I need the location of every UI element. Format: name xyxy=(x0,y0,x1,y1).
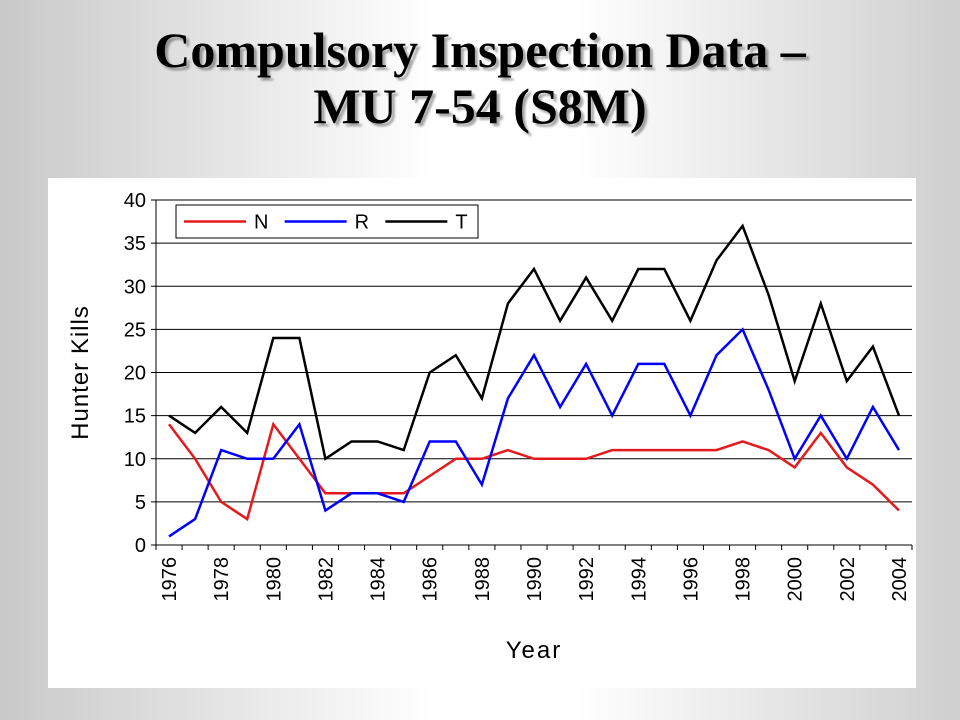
y-tick-label: 0 xyxy=(135,535,146,557)
x-tick-label: 2002 xyxy=(837,557,859,602)
x-tick-label: 1994 xyxy=(628,557,650,602)
x-tick-label: 2000 xyxy=(785,557,807,602)
chart-panel: 0 5 10 15 20 25 30 35 40 1976 1978 1980 1982 1984 1986… xyxy=(48,178,916,688)
legend-label-N: N xyxy=(254,212,268,234)
x-tick-label: 1978 xyxy=(211,557,233,602)
line-chart: 0 5 10 15 20 25 30 35 40 1976 1978 1980 1982 1984 1986… xyxy=(67,190,913,664)
y-tick-label: 15 xyxy=(124,406,146,428)
slide-title: Compulsory Inspection Data – MU 7-54 (S8… xyxy=(0,22,960,134)
y-tick-label: 35 xyxy=(124,233,146,255)
series-line-R xyxy=(168,327,901,538)
x-axis-title: Year xyxy=(506,637,563,664)
x-tick-label: 1980 xyxy=(263,557,285,602)
y-tick-label: 25 xyxy=(124,319,146,341)
x-tick-label: 1998 xyxy=(733,557,755,602)
y-tick-label: 30 xyxy=(124,276,146,298)
y-tick-label: 20 xyxy=(124,363,146,385)
slide-title-line-1: Compulsory Inspection Data – xyxy=(154,22,806,78)
y-tick-label: 10 xyxy=(124,449,146,471)
x-tick-label: 1996 xyxy=(680,557,702,602)
x-tick-label: 2004 xyxy=(889,557,911,602)
slide-title-line-2: MU 7-54 (S8M) xyxy=(313,78,647,134)
x-tick-label: 1976 xyxy=(159,557,181,602)
y-tick-label: 40 xyxy=(124,190,146,212)
legend-label-T: T xyxy=(455,212,467,234)
x-tick-label: 1992 xyxy=(576,557,598,602)
x-tick-label: 1988 xyxy=(472,557,494,602)
series-line-T xyxy=(168,223,901,461)
series-line-N xyxy=(168,421,900,522)
x-tick-label: 1990 xyxy=(524,557,546,602)
x-tick-label: 1986 xyxy=(420,557,442,602)
legend-label-R: R xyxy=(355,212,369,234)
x-tick-label: 1984 xyxy=(368,557,390,602)
y-axis-title: Hunter Kills xyxy=(67,305,94,440)
x-tick-label: 1982 xyxy=(315,557,337,602)
y-tick-label: 5 xyxy=(135,492,146,514)
